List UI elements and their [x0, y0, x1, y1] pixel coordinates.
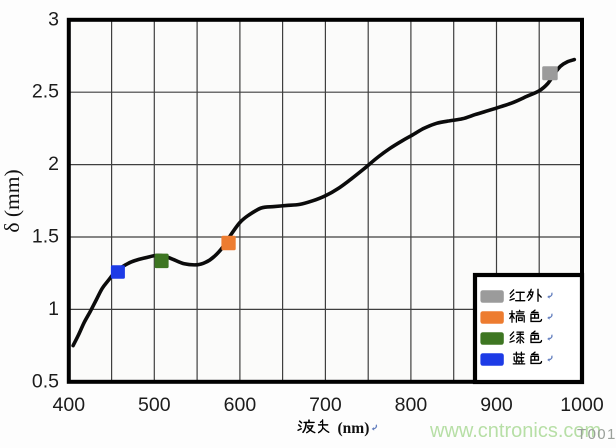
svg-text:900: 900 [480, 394, 513, 416]
svg-text:1: 1 [48, 298, 59, 320]
svg-text:(nm): (nm) [338, 420, 370, 437]
svg-text:2.5: 2.5 [32, 81, 59, 103]
svg-text:400: 400 [53, 394, 86, 416]
svg-text:T001: T001 [577, 426, 616, 443]
svg-text:1.5: 1.5 [32, 226, 59, 248]
svg-text:600: 600 [224, 394, 257, 416]
svg-text:δ (mm): δ (mm) [0, 169, 24, 232]
svg-text:www.cntronics.com: www.cntronics.com [429, 420, 601, 442]
svg-text:800: 800 [395, 394, 428, 416]
svg-text:3: 3 [48, 8, 59, 30]
svg-text:1000: 1000 [560, 394, 604, 416]
svg-text:700: 700 [309, 394, 342, 416]
svg-text:0.5: 0.5 [32, 370, 59, 392]
svg-text:2: 2 [48, 153, 59, 175]
svg-text:500: 500 [138, 394, 171, 416]
